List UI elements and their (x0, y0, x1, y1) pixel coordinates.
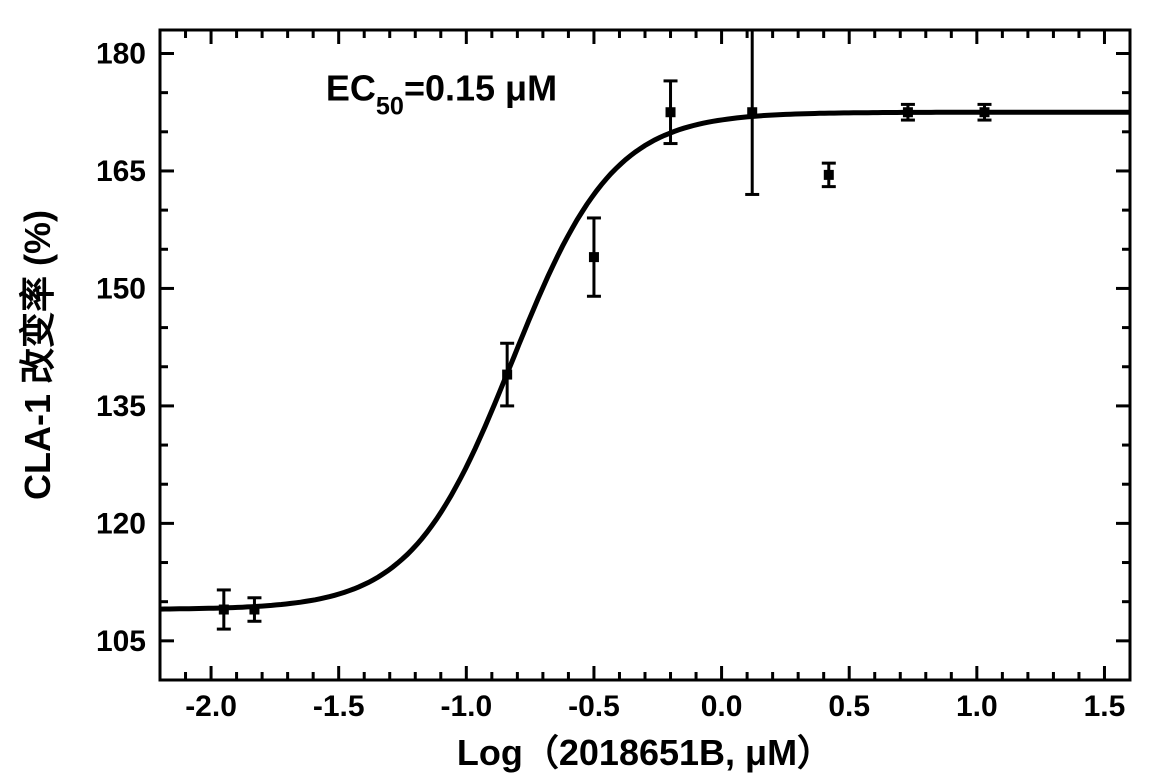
x-tick-label: 0.0 (701, 690, 743, 723)
chart-svg: -2.0 -1.5 -1.0 -0.5 0.0 0.5 1.0 1.5 Log（2018651B… (0, 0, 1151, 779)
y-tick-label: 135 (96, 390, 146, 423)
x-tick-label: 0.5 (828, 690, 870, 723)
data-point (589, 252, 599, 262)
x-tick-label: -2.0 (185, 690, 237, 723)
x-tick-label: 1.0 (956, 690, 998, 723)
y-axis-label: CLA-1 改变率 (%) (17, 210, 58, 500)
data-point (219, 605, 229, 615)
data-point (903, 107, 913, 117)
x-tick-label: -1.0 (440, 690, 492, 723)
dose-response-chart: -2.0 -1.5 -1.0 -0.5 0.0 0.5 1.0 1.5 Log（2018651B… (0, 0, 1151, 779)
ec50-annotation: EC50=0.15 μM (326, 67, 557, 120)
data-point (747, 107, 757, 117)
x-tick-label: -0.5 (568, 690, 620, 723)
y-tick-label: 150 (96, 272, 146, 305)
y-tick-label: 105 (96, 625, 146, 658)
y-tick-label: 165 (96, 155, 146, 188)
y-tick-label: 180 (96, 37, 146, 70)
data-point (249, 605, 259, 615)
data-point (666, 107, 676, 117)
data-point (502, 370, 512, 380)
data-point (824, 170, 834, 180)
data-point (980, 107, 990, 117)
fit-curve (160, 112, 1130, 609)
y-tick-label: 120 (96, 507, 146, 540)
x-axis-label: Log（2018651B, μM） (457, 732, 833, 773)
x-tick-label: -1.5 (313, 690, 365, 723)
x-tick-label: 1.5 (1084, 690, 1126, 723)
plot-frame (160, 30, 1130, 680)
